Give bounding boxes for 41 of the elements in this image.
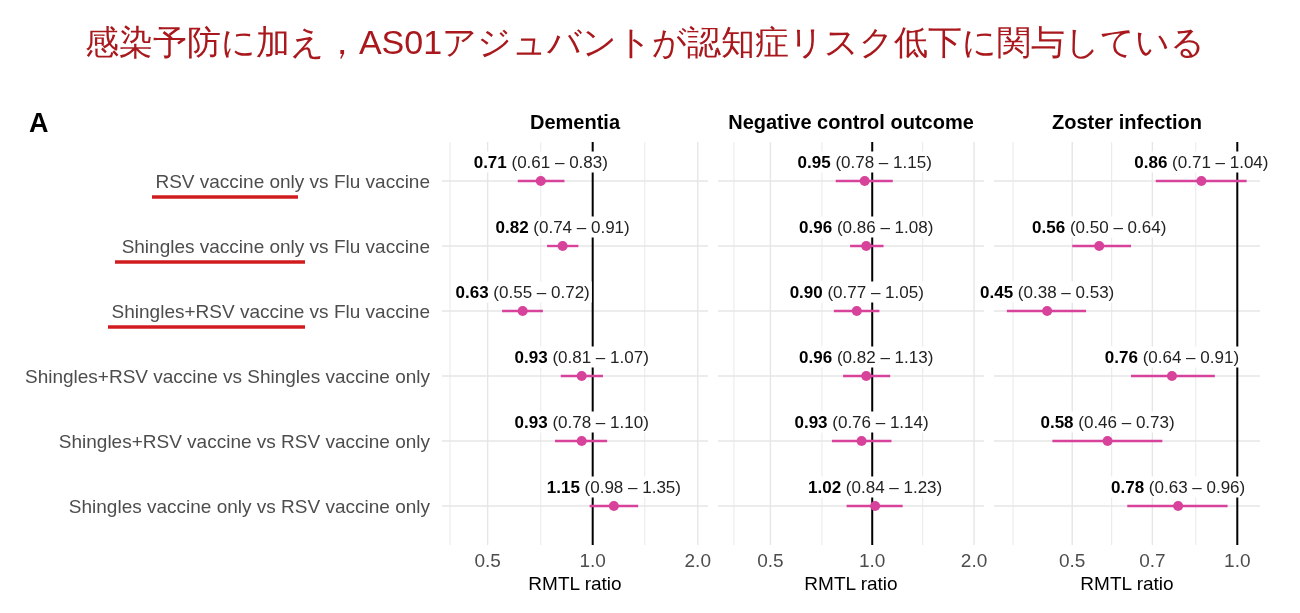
data-label: 1.02 (0.84 – 1.23) xyxy=(808,477,943,497)
data-label: 0.90 (0.77 – 1.05) xyxy=(789,282,924,302)
panel-title: Dementia xyxy=(530,111,620,133)
data-label: 0.93 (0.78 – 1.10) xyxy=(514,412,649,432)
annotation: 感染予防に加え，AS01アジュバントが認知症リスク低下に関与している xyxy=(84,23,1206,61)
y-tick-label: Shingles+RSV vaccine vs RSV vaccine only xyxy=(58,430,430,452)
x-tick-label: 0.5 xyxy=(1059,549,1086,571)
x-tick-label: 1.0 xyxy=(579,549,606,571)
panel-title: Negative control outcome xyxy=(728,111,974,133)
y-tick-label: RSV vaccine only vs Flu vaccine xyxy=(155,170,430,192)
y-tick-label: Shingles vaccine only vs Flu vaccine xyxy=(121,235,430,257)
panel-title: Zoster infection xyxy=(1052,111,1202,133)
data-label: 0.45 (0.38 – 0.53) xyxy=(980,282,1115,302)
data-label: 0.56 (0.50 – 0.64) xyxy=(1032,217,1167,237)
data-label: 0.96 (0.86 – 1.08) xyxy=(799,217,934,237)
y-tick-label: Shingles+RSV vaccine vs Flu vaccine xyxy=(111,300,430,322)
data-label: 1.15 (0.98 – 1.35) xyxy=(546,477,681,497)
annotation: A xyxy=(29,108,49,138)
data-label: 0.58 (0.46 – 0.73) xyxy=(1040,412,1175,432)
data-label: 0.71 (0.61 – 0.83) xyxy=(473,152,608,172)
x-tick-label: 1.0 xyxy=(1224,549,1251,571)
y-tick-label: Shingles vaccine only vs RSV vaccine only xyxy=(68,495,430,517)
y-tick-label: Shingles+RSV vaccine vs Shingles vaccine only xyxy=(24,365,430,387)
data-label: 0.63 (0.55 – 0.72) xyxy=(455,282,590,302)
data-label: 0.93 (0.76 – 1.14) xyxy=(794,412,929,432)
data-label: 0.78 (0.63 – 0.96) xyxy=(1111,477,1246,497)
x-tick-label: 1.0 xyxy=(859,549,886,571)
x-axis-title: RMTL ratio xyxy=(528,572,622,594)
x-tick-label: 0.5 xyxy=(757,549,784,571)
x-tick-label: 0.7 xyxy=(1139,549,1166,571)
data-label: 0.93 (0.81 – 1.07) xyxy=(514,347,649,367)
data-label: 0.82 (0.74 – 0.91) xyxy=(495,217,630,237)
x-axis-title: RMTL ratio xyxy=(804,572,898,594)
x-axis-title: RMTL ratio xyxy=(1080,572,1174,594)
x-tick-label: 0.5 xyxy=(474,549,501,571)
data-label: 0.96 (0.82 – 1.13) xyxy=(799,347,934,367)
x-tick-label: 2.0 xyxy=(960,549,988,571)
data-label: 0.86 (0.71 – 1.04) xyxy=(1134,152,1269,172)
data-label: 0.76 (0.64 – 0.91) xyxy=(1104,347,1240,367)
x-tick-label: 2.0 xyxy=(684,549,711,571)
data-label: 0.95 (0.78 – 1.15) xyxy=(797,152,932,172)
